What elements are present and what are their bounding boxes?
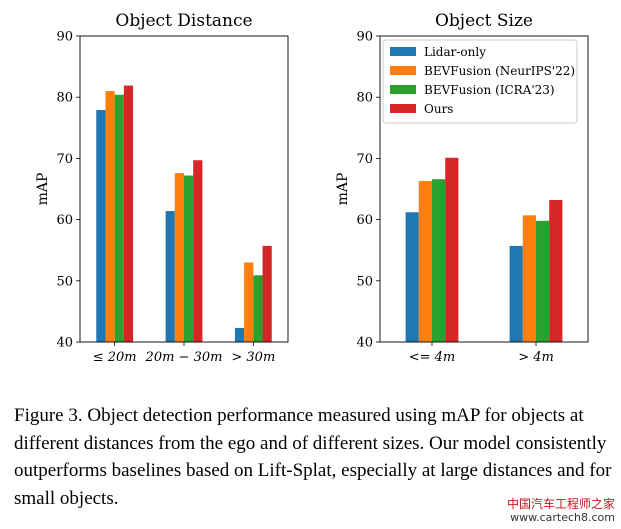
bar-lidar-only-1 bbox=[509, 245, 523, 342]
y-axis-label: mAP bbox=[335, 173, 351, 206]
x-tick-label: 20m − 30m bbox=[145, 350, 223, 365]
y-tick-label: 50 bbox=[356, 274, 373, 289]
bar-bevfusion-icra-23-0 bbox=[114, 94, 124, 342]
y-tick-label: 60 bbox=[56, 213, 73, 228]
legend-label: Ours bbox=[424, 102, 453, 116]
y-tick-label: 70 bbox=[56, 152, 73, 167]
y-tick-label: 90 bbox=[56, 30, 73, 45]
plot-frame bbox=[379, 35, 589, 343]
bar-bevfusion-neurips-22-0 bbox=[418, 181, 432, 342]
legend-label: Lidar-only bbox=[424, 45, 486, 59]
legend-label: BEVFusion (ICRA'23) bbox=[424, 83, 555, 97]
y-tick-label: 80 bbox=[56, 91, 73, 106]
figure-caption: Figure 3. Object detection performance m… bbox=[14, 405, 612, 509]
bar-lidar-only-1 bbox=[165, 211, 175, 342]
bar-ours-1 bbox=[549, 200, 563, 342]
chart-title: Object Distance bbox=[115, 11, 252, 31]
bar-lidar-only-2 bbox=[234, 327, 245, 342]
legend-swatch-ours bbox=[390, 104, 416, 113]
bar-bevfusion-neurips-22-1 bbox=[174, 173, 184, 342]
x-tick-label: > 30m bbox=[231, 350, 275, 365]
chart-title: Object Size bbox=[435, 11, 533, 31]
bar-ours-0 bbox=[123, 85, 134, 343]
bar-ours-1 bbox=[193, 160, 203, 342]
bar-bevfusion-neurips-22-0 bbox=[105, 91, 115, 342]
legend-swatch-bevfusion-icra-23 bbox=[390, 85, 416, 94]
y-tick-label: 50 bbox=[56, 274, 73, 289]
legend-box bbox=[382, 39, 578, 124]
bar-bevfusion-icra-23-0 bbox=[432, 179, 446, 342]
bar-bevfusion-icra-23-2 bbox=[253, 275, 263, 342]
y-tick-label: 90 bbox=[356, 30, 373, 45]
watermark: 中国汽车工程师之家 www.cartech8.com bbox=[507, 497, 615, 525]
y-axis-label: mAP bbox=[35, 173, 51, 206]
x-tick-label: ≤ 20m bbox=[93, 350, 137, 365]
bar-bevfusion-icra-23-1 bbox=[184, 175, 194, 342]
bar-ours-2 bbox=[262, 245, 272, 342]
x-tick-label: > 4m bbox=[518, 350, 554, 365]
bar-ours-0 bbox=[445, 157, 459, 342]
bar-bevfusion-neurips-22-2 bbox=[244, 262, 254, 342]
plot-frame bbox=[79, 35, 289, 343]
legend-swatch-bevfusion-neurips-22 bbox=[390, 66, 416, 75]
bar-bevfusion-neurips-22-1 bbox=[522, 215, 536, 342]
figure: Object Distance mAP 40 50 60 70 80 90 ≤ 20m 20m −… bbox=[35, 11, 589, 365]
legend-swatch-lidar-only bbox=[390, 47, 416, 56]
chart-object-distance: Object Distance mAP 40 50 60 70 80 90 ≤ 20m 20m −… bbox=[35, 11, 289, 365]
x-tick-label: <= 4m bbox=[409, 350, 456, 365]
y-tick-label: 60 bbox=[356, 213, 373, 228]
y-tick-label: 40 bbox=[356, 336, 373, 351]
watermark-url: www.cartech8.com bbox=[510, 511, 615, 524]
bar-lidar-only-0 bbox=[96, 110, 106, 342]
bar-bevfusion-icra-23-1 bbox=[536, 220, 550, 342]
y-tick-label: 80 bbox=[356, 91, 373, 106]
y-tick-label: 70 bbox=[356, 152, 373, 167]
legend-label: BEVFusion (NeurIPS'22) bbox=[424, 64, 575, 78]
watermark-title: 中国汽车工程师之家 bbox=[506, 497, 615, 511]
chart-object-size: Object Size mAP 40 50 60 70 80 90 <= 4m > 4m Lidar… bbox=[335, 11, 589, 365]
bar-lidar-only-0 bbox=[405, 212, 419, 342]
y-tick-label: 40 bbox=[56, 336, 73, 351]
